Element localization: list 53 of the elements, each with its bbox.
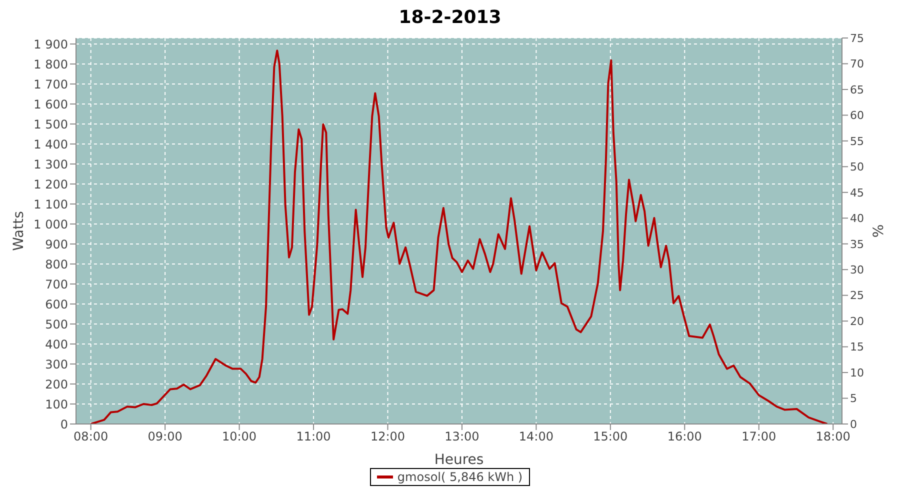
y2-axis-title: % (870, 224, 887, 238)
y2-tick-label: 70 (850, 58, 864, 71)
y2-tick-label: 25 (850, 289, 864, 302)
line-series (90, 50, 828, 424)
y-tick-label: 1 500 (34, 117, 68, 132)
y2-tick-label: 20 (850, 314, 864, 328)
y-tick-label: 1 200 (34, 177, 68, 192)
legend-label: gmosol( 5,846 kWh ) (397, 470, 523, 484)
y2-tick-label: 30 (850, 264, 864, 277)
y-tick-label: 800 (45, 257, 68, 272)
x-axis-title: Heures (434, 452, 484, 468)
x-tick-label: 15:00 (593, 430, 628, 444)
x-tick-label: 12:00 (370, 430, 406, 444)
x-tick-label: 08:00 (74, 430, 108, 444)
y-tick-label: 0 (60, 417, 68, 432)
x-tick-label: 09:00 (148, 430, 182, 444)
y-tick-label: 1 300 (34, 157, 68, 172)
y-tick-label: 900 (45, 237, 68, 252)
y2-tick-label: 10 (850, 366, 864, 380)
y2-tick-label: 5 (850, 392, 857, 406)
y-tick-label: 1 600 (34, 97, 68, 112)
chart-title: 18-2-2013 (398, 7, 502, 28)
x-tick-label: 10:00 (222, 430, 257, 444)
y2-tick-label: 60 (850, 109, 864, 122)
y2-tick-label: 75 (850, 32, 864, 45)
y-tick-label: 400 (45, 337, 68, 352)
y2-tick-label: 65 (850, 83, 864, 96)
y-tick-label: 600 (45, 297, 68, 312)
y2-tick-label: 0 (850, 418, 857, 431)
x-tick-label: 16:00 (667, 430, 702, 444)
y-tick-label: 1 900 (34, 37, 68, 52)
x-tick-label: 17:00 (742, 430, 776, 444)
x-tick-label: 14:00 (518, 430, 554, 444)
y2-tick-label: 40 (850, 212, 864, 226)
y-tick-label: 300 (45, 357, 68, 372)
y-tick-label: 500 (45, 317, 68, 332)
x-tick-label: 13:00 (444, 430, 480, 444)
x-tick-label: 11:00 (296, 430, 331, 444)
y-tick-label: 200 (45, 377, 68, 392)
y-tick-label: 700 (45, 277, 68, 292)
y-tick-label: 100 (45, 397, 68, 412)
y-tick-label: 1 800 (34, 57, 68, 72)
y2-tick-label: 50 (850, 160, 864, 174)
y2-tick-label: 45 (850, 186, 864, 200)
y-tick-label: 1 400 (34, 137, 68, 152)
y-tick-label: 1 100 (34, 197, 68, 212)
y-tick-label: 1 700 (34, 77, 68, 92)
y2-tick-label: 15 (850, 340, 864, 354)
y2-tick-label: 35 (850, 238, 864, 251)
y-axis-title: Watts (10, 211, 27, 251)
x-tick-label: 18:00 (816, 430, 850, 444)
y-tick-label: 1 000 (34, 217, 68, 232)
y2-tick-label: 55 (850, 134, 864, 148)
